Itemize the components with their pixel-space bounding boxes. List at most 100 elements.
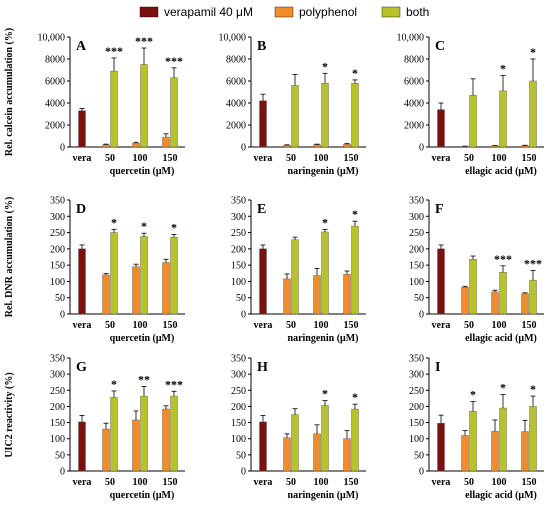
y-tick-label: 4000: [404, 99, 424, 110]
x-axis-label: naringenin (μM): [288, 490, 359, 501]
bar-both: [351, 408, 359, 472]
legend-swatch: [274, 6, 294, 18]
y-tick-label: 300: [50, 370, 65, 381]
x-tick-label: 100: [133, 477, 148, 488]
bar-polyphenol: [461, 435, 469, 472]
bar-polyphenol: [521, 431, 529, 472]
bar-both: [351, 82, 359, 148]
y-tick-label: 200: [409, 402, 424, 413]
x-tick-label: 150: [344, 477, 359, 488]
bar-polyphenol: [313, 433, 321, 472]
bar-polyphenol: [162, 136, 170, 148]
bar-both: [170, 77, 178, 148]
bar-polyphenol: [313, 275, 321, 315]
bar-both: [499, 272, 507, 315]
panel-label: H: [257, 360, 268, 375]
y-tick-label: 150: [231, 418, 246, 429]
y-tick-label: 100: [50, 434, 65, 445]
x-tick-label: vera: [432, 153, 451, 164]
bar-polyphenol: [461, 146, 469, 148]
bar-both: [529, 406, 537, 472]
y-tick-label: 100: [409, 434, 424, 445]
y-tick-label: 50: [236, 293, 246, 304]
bar-both: [529, 80, 537, 148]
bar-both: [321, 82, 329, 148]
y-tick-label: 250: [50, 386, 65, 397]
significance-label: *: [500, 380, 506, 394]
significance-label: *: [530, 382, 536, 396]
y-tick-label: 4000: [45, 99, 65, 110]
bar-polyphenol: [343, 274, 351, 315]
y-tick-label: 250: [50, 228, 65, 239]
x-tick-label: vera: [73, 477, 92, 488]
x-tick-label: 100: [492, 320, 507, 331]
x-tick-label: 50: [105, 320, 115, 331]
significance-label: *: [111, 377, 117, 391]
y-tick-label: 300: [409, 370, 424, 381]
bar-both: [499, 90, 507, 148]
significance-label: *: [322, 387, 328, 401]
bar-polyphenol: [491, 291, 499, 315]
bar-polyphenol: [283, 437, 291, 472]
bar-polyphenol: [132, 142, 140, 148]
legend-entry: polyphenol: [274, 5, 357, 19]
x-tick-label: vera: [73, 320, 92, 331]
significance-label: *: [322, 215, 328, 229]
bar-both: [469, 95, 477, 148]
x-axis-label: ellagic acid (μM): [465, 333, 537, 344]
significance-label: *: [352, 390, 358, 404]
bar-both: [291, 239, 299, 315]
y-tick-label: 300: [231, 370, 246, 381]
x-axis-label: naringenin (μM): [288, 333, 359, 344]
y-tick-label: 250: [231, 386, 246, 397]
y-tick-label: 0: [419, 467, 424, 478]
significance-label: ***: [494, 252, 512, 266]
x-tick-label: 50: [286, 477, 296, 488]
x-tick-label: 50: [464, 477, 474, 488]
x-axis-label: ellagic acid (μM): [465, 166, 537, 177]
x-tick-label: 100: [314, 477, 329, 488]
panel-label: E: [257, 202, 266, 217]
x-tick-label: 100: [133, 320, 148, 331]
y-tick-label: 6000: [45, 77, 65, 88]
x-tick-label: 150: [163, 153, 178, 164]
x-tick-label: 150: [522, 153, 537, 164]
y-tick-label: 0: [241, 143, 246, 154]
x-tick-label: vera: [73, 153, 92, 164]
legend-label: both: [406, 5, 429, 19]
y-tick-label: 50: [55, 450, 65, 461]
bar-polyphenol: [283, 278, 291, 315]
bar-verapamil: [78, 110, 86, 148]
x-tick-label: 100: [133, 153, 148, 164]
panel-label: D: [76, 202, 86, 217]
y-tick-label: 100: [50, 277, 65, 288]
row-labels: Rel. calcein accumulation (%) Rel. DNR ac…: [4, 28, 15, 458]
bar-verapamil: [437, 248, 445, 315]
bar-both: [291, 85, 299, 148]
x-tick-label: 150: [163, 477, 178, 488]
x-tick-label: 150: [522, 320, 537, 331]
x-tick-label: 100: [492, 477, 507, 488]
x-axis-label: quercetin (μM): [110, 333, 175, 344]
significance-label: *: [470, 388, 476, 402]
bar-polyphenol: [102, 144, 110, 148]
x-axis-label: quercetin (μM): [110, 490, 175, 501]
y-tick-label: 150: [409, 418, 424, 429]
bar-both: [351, 225, 359, 315]
y-tick-label: 50: [236, 450, 246, 461]
bar-both: [321, 405, 329, 472]
bar-polyphenol: [461, 287, 469, 315]
panel-label: C: [435, 39, 445, 54]
y-tick-label: 10,000: [397, 33, 425, 44]
legend-entry: both: [381, 5, 429, 19]
significance-label: ***: [165, 377, 183, 391]
y-tick-label: 0: [241, 467, 246, 478]
bar-verapamil: [437, 109, 445, 148]
y-tick-label: 2000: [45, 121, 65, 132]
legend-label: verapamil 40 μM: [164, 5, 253, 19]
